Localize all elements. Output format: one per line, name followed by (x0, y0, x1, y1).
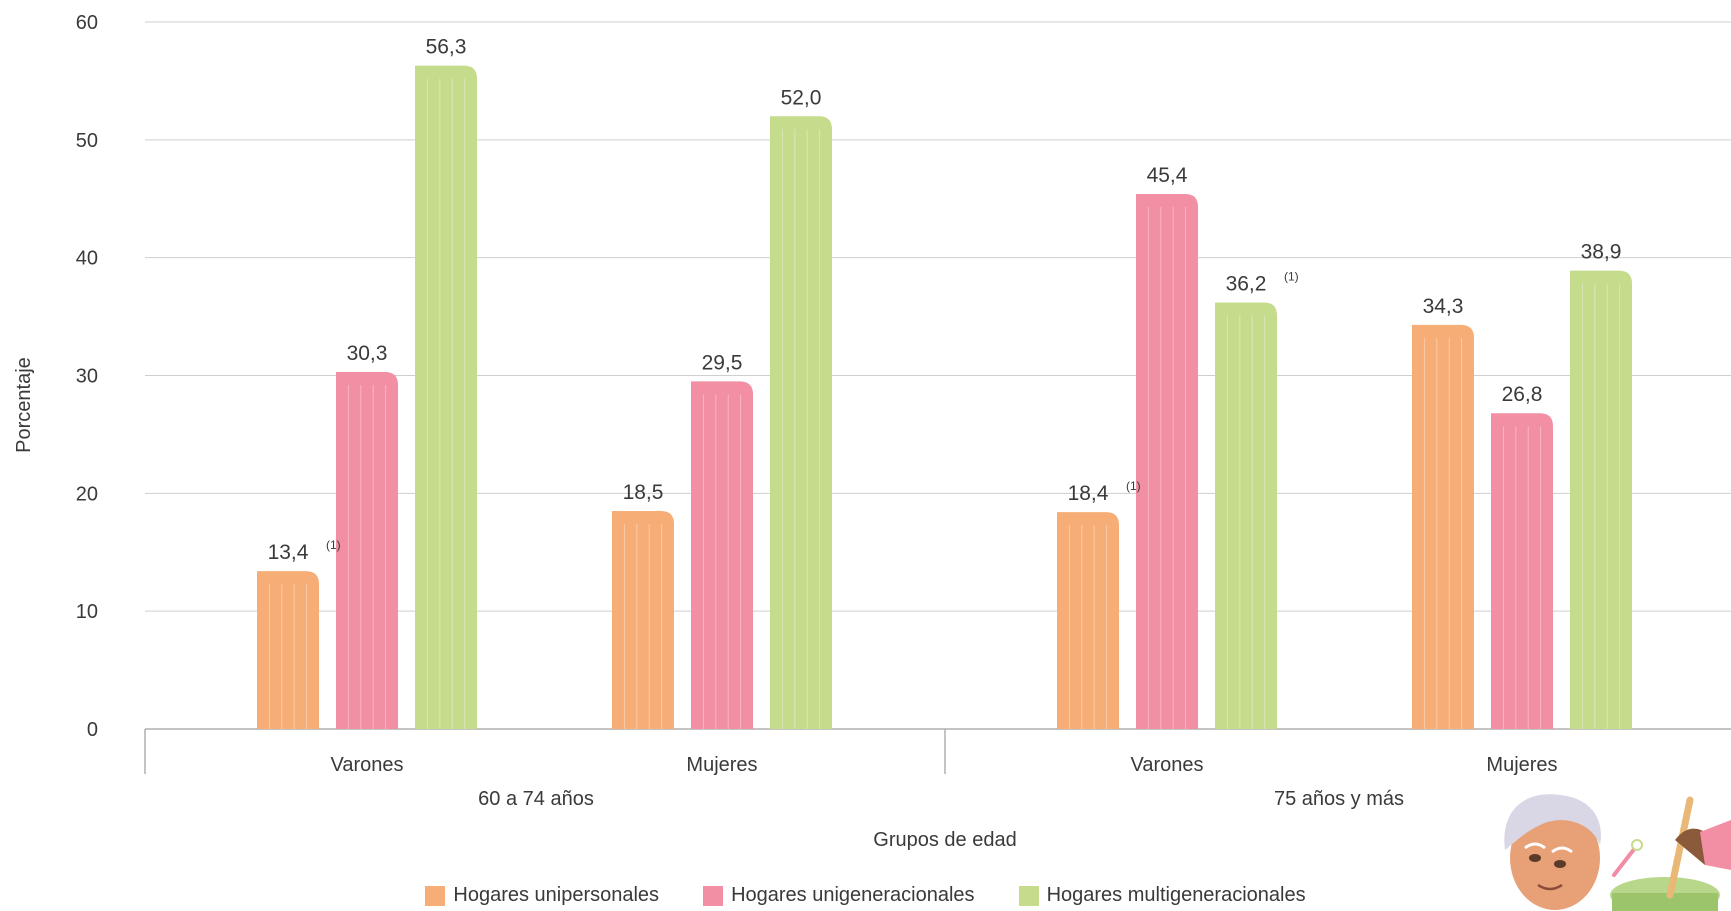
legend: Hogares unipersonales Hogares unigeneraci… (0, 884, 1731, 907)
bar (1491, 413, 1553, 729)
x-group-label: 60 a 74 años (478, 788, 594, 810)
elderly-person-cooking-illustration (1504, 794, 1731, 911)
footnote-marker: (1) (1284, 269, 1299, 283)
data-label: 45,4 (1147, 164, 1188, 187)
y-tick-label: 50 (76, 130, 98, 152)
legend-label: Hogares multigeneracionales (1046, 884, 1306, 906)
y-tick-label: 60 (76, 12, 98, 34)
legend-swatch (1018, 885, 1039, 906)
footnote-marker: (1) (326, 538, 341, 552)
bar (770, 116, 832, 730)
y-tick-label: 30 (76, 366, 98, 388)
legend-swatch (703, 885, 724, 906)
data-label: 38,9 (1581, 241, 1622, 264)
data-label: 29,5 (702, 351, 743, 374)
bar (1057, 512, 1119, 729)
x-category-label: Varones (1130, 754, 1203, 776)
x-category-label: Mujeres (686, 754, 757, 776)
legend-item: Hogares unipersonales (425, 884, 659, 907)
x-axis: Varones Mujeres 60 a 74 años Varones Mujeres… (144, 729, 1558, 810)
y-tick-label: 20 (76, 483, 98, 505)
data-label: 36,2 (1226, 272, 1267, 295)
bar (1136, 194, 1198, 729)
bar (691, 381, 753, 729)
data-label: 18,4 (1068, 482, 1109, 505)
bar (415, 65, 477, 730)
y-axis-ticks: 0 10 20 30 40 50 60 (76, 12, 98, 741)
data-label: 26,8 (1502, 383, 1543, 406)
x-group-label: 75 años y más (1274, 788, 1404, 810)
y-tick-label: 0 (87, 719, 98, 741)
y-tick-label: 40 (76, 248, 98, 270)
data-label: 56,3 (426, 36, 467, 59)
data-label: 52,0 (781, 86, 822, 109)
y-axis-title: Porcentaje (13, 357, 35, 453)
data-label: 30,3 (347, 342, 388, 365)
x-category-label: Mujeres (1486, 754, 1557, 776)
bar (612, 511, 674, 729)
data-labels: 13,4 (1) 18,5 18,4 (1) 34,3 30,3 29,5 45,4 26,8 56… (268, 36, 1622, 565)
data-label: 18,5 (623, 481, 664, 504)
x-axis-title: Grupos de edad (873, 829, 1016, 851)
bars (257, 65, 1632, 730)
bar (1570, 270, 1632, 729)
legend-item: Hogares unigeneracionales (703, 884, 975, 907)
bar (257, 571, 319, 729)
data-label: 13,4 (268, 541, 309, 564)
data-label: 34,3 (1423, 295, 1464, 318)
footnote-marker: (1) (1126, 479, 1141, 493)
bar (1412, 324, 1474, 729)
legend-item: Hogares multigeneracionales (1018, 884, 1306, 907)
bar (336, 371, 398, 729)
y-tick-label: 10 (76, 601, 98, 623)
legend-swatch (425, 885, 446, 906)
x-category-label: Varones (330, 754, 403, 776)
legend-label: Hogares unipersonales (453, 884, 660, 906)
bar (1215, 302, 1277, 729)
legend-label: Hogares unigeneracionales (731, 884, 975, 906)
